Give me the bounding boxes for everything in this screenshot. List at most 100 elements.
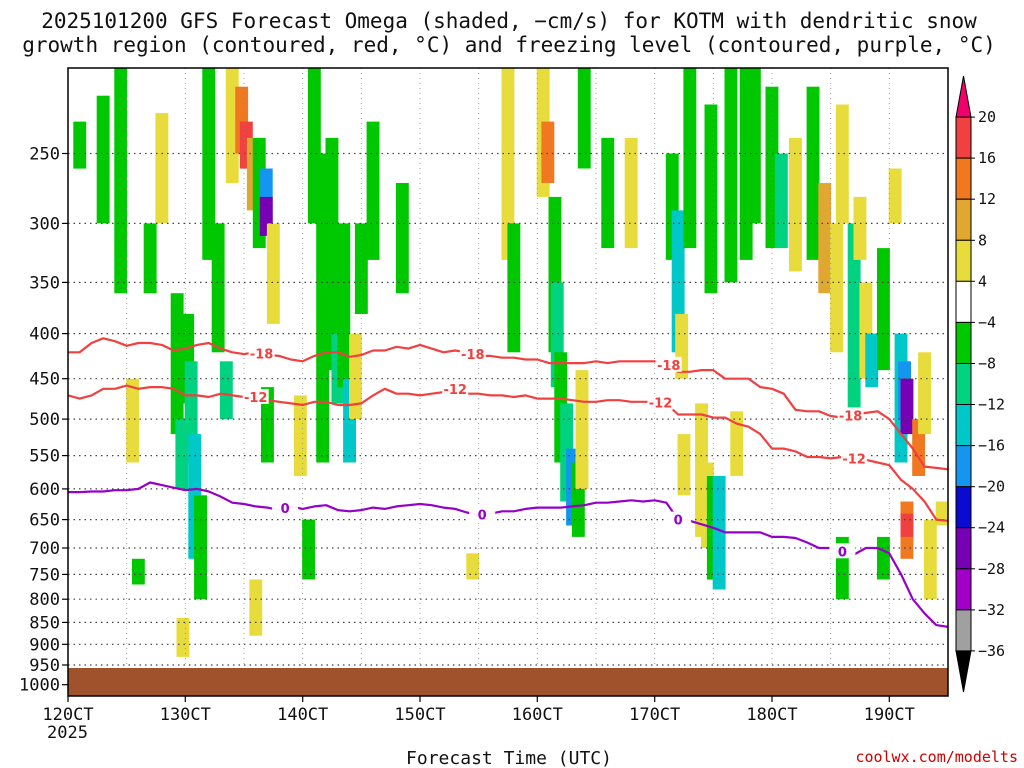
omega-cell <box>507 223 521 353</box>
credit-link[interactable]: coolwx.com/modelts <box>855 748 1018 766</box>
omega-cell <box>774 153 788 249</box>
contour-label-bg <box>647 394 674 410</box>
omega-cell <box>395 183 409 294</box>
contour-label: -12 <box>842 452 866 467</box>
y-tick-label: 250 <box>29 145 60 165</box>
omega-cell <box>888 168 902 224</box>
omega-cell <box>73 121 87 169</box>
colorbar-tick-label: −12 <box>978 396 1005 414</box>
x-tick-label: 190CT <box>864 705 915 725</box>
omega-cell <box>724 68 738 283</box>
y-tick-label: 1000 <box>19 676 60 696</box>
colorbar-tick-label: −4 <box>978 313 996 331</box>
colorbar: 20 16 12 8 4 −4 −8 −12 −16 −20 −24 −28 −32 −36 <box>955 75 1005 693</box>
omega-cell <box>501 68 515 260</box>
omega-cell <box>683 68 697 249</box>
contour-label: 0 <box>674 514 683 529</box>
colorbar-tick-label: −32 <box>978 601 1005 619</box>
snow-growth-contour <box>68 384 948 522</box>
contour-label: 0 <box>281 502 290 517</box>
omega-cell <box>900 378 914 435</box>
contour-label-bg <box>655 356 682 372</box>
y-tick-label: 350 <box>29 273 60 293</box>
colorbar-swatch <box>955 527 972 570</box>
omega-cell <box>114 68 128 294</box>
omega-cell <box>325 137 339 371</box>
contour-label: -12 <box>443 383 467 398</box>
colorbar-swatch <box>955 363 972 406</box>
omega-cell <box>577 68 591 169</box>
omega-cell <box>170 293 184 435</box>
contour-label-bg <box>272 500 299 516</box>
omega-cell <box>541 121 555 183</box>
y-tick-label: 400 <box>29 325 60 345</box>
colorbar-tick-label: −8 <box>978 355 996 373</box>
contour-label: -12 <box>649 397 673 412</box>
omega-cell <box>302 519 315 580</box>
y-tick-label: 900 <box>29 635 60 655</box>
omega-cell <box>155 113 169 224</box>
colorbar-swatch <box>955 157 972 200</box>
omega-cell <box>806 86 820 260</box>
colorbar-tick-label: 8 <box>978 231 987 249</box>
x-tick-label: 160CT <box>512 705 563 725</box>
x-tick-sublabel: 2025 <box>47 723 88 743</box>
omega-cell <box>575 370 589 489</box>
colorbar-swatch <box>955 486 972 529</box>
contour-label-bg <box>459 346 486 362</box>
omega-cell <box>865 333 879 388</box>
x-axis-label: Forecast Time (UTC) <box>406 748 612 768</box>
colorbar-tick-label: −28 <box>978 560 1005 578</box>
omega-cell <box>261 387 274 463</box>
omega-cell <box>853 196 867 260</box>
colorbar-swatch <box>955 239 972 282</box>
omega-cell <box>877 248 890 371</box>
x-tick-label: 120CT <box>42 705 93 725</box>
omega-cell <box>835 104 849 224</box>
x-tick-label: 140CT <box>277 705 328 725</box>
colorbar-swatch <box>955 445 972 488</box>
snow-growth-contour <box>68 337 948 471</box>
x-tick-label: 150CT <box>394 705 445 725</box>
omega-cell <box>176 617 190 657</box>
omega-cell <box>601 137 615 249</box>
colorbar-tick-label: −36 <box>978 642 1005 660</box>
omega-cell <box>96 95 110 224</box>
chart-title-line-1: 2025101200 GFS Forecast Omega (shaded, −… <box>41 9 977 33</box>
omega-cell <box>131 558 145 585</box>
omega-cell <box>677 434 691 496</box>
colorbar-swatch <box>955 116 972 159</box>
contour-label-bg <box>242 389 269 404</box>
omega-cell <box>830 223 843 353</box>
omega-cell <box>918 352 931 435</box>
colorbar-tick-label: 20 <box>978 108 996 126</box>
contour-label: 0 <box>478 509 487 524</box>
colorbar-tick-label: 16 <box>978 149 996 167</box>
colorbar-swatch <box>955 280 972 323</box>
contour-label: -12 <box>244 391 268 406</box>
omega-cell <box>126 378 139 463</box>
omega-cell <box>923 519 937 600</box>
colorbar-tick-label: 4 <box>978 272 987 290</box>
omega-cell <box>730 411 744 476</box>
omega-cell <box>704 104 718 294</box>
omega-cell <box>337 223 351 388</box>
contour-label-bg <box>248 345 275 361</box>
contour-label-bg <box>829 543 856 559</box>
contour-layer: -18 -18 -18 -18 -12 -12 -12 -12 0 0 0 0 <box>68 337 948 628</box>
colorbar-swatch <box>955 568 972 611</box>
omega-cell <box>712 476 726 590</box>
y-tick-label: 650 <box>29 511 60 531</box>
omega-cell <box>219 361 233 420</box>
contour-label-bg <box>841 450 868 466</box>
x-tick-label: 130CT <box>160 705 211 725</box>
x-tick-label: 170CT <box>629 705 680 725</box>
omega-cell <box>747 68 761 224</box>
omega-cell <box>249 579 263 636</box>
omega-cell <box>935 501 948 526</box>
y-tick-label: 700 <box>29 539 60 559</box>
colorbar-swatch <box>955 609 972 652</box>
contour-label-bg <box>469 506 496 522</box>
omega-cell <box>211 223 225 353</box>
